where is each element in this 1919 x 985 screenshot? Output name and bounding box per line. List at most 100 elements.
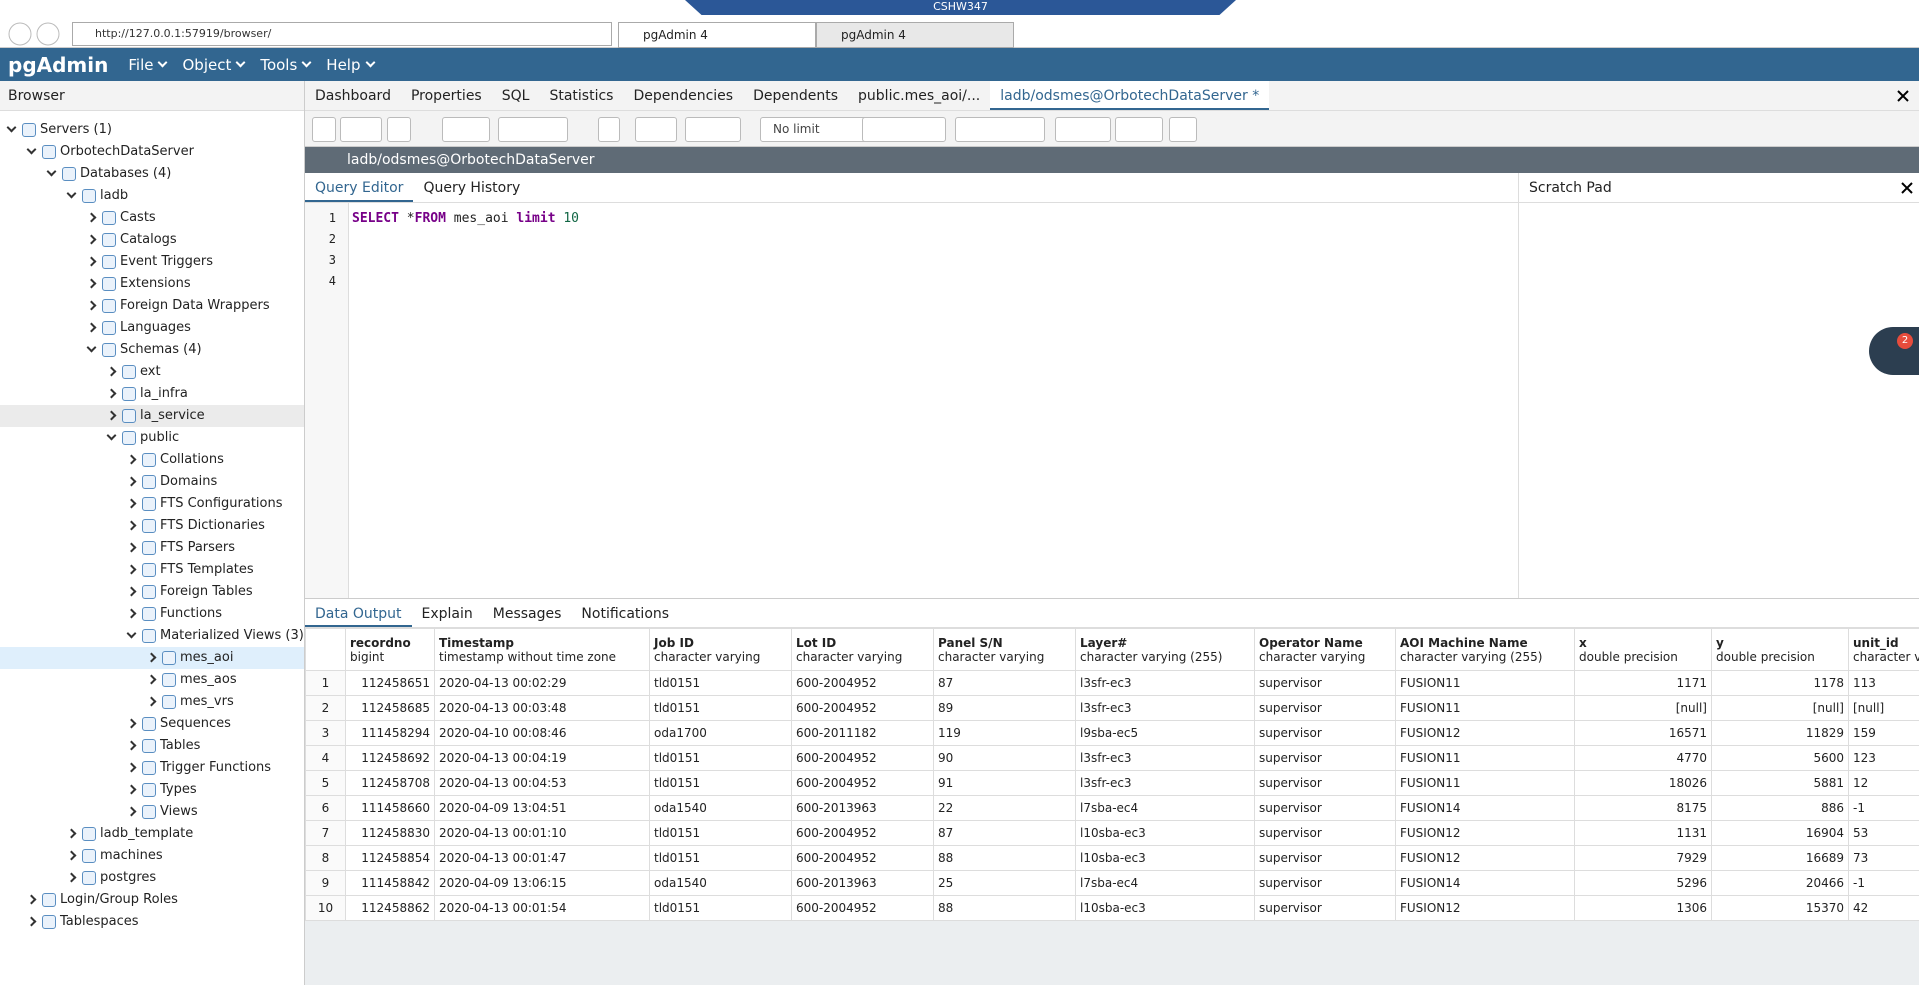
tree-node[interactable]: Types [0,779,304,801]
cell[interactable]: 113 [1848,670,1919,696]
tree-toggle[interactable] [126,454,137,465]
tree-toggle[interactable] [126,542,137,553]
cell[interactable]: [null] [1848,695,1919,721]
cell[interactable]: 16571 [1574,720,1712,746]
output-tab[interactable]: Data Output [305,599,412,627]
cell[interactable]: 600-2004952 [791,670,934,696]
tree-toggle[interactable] [66,850,77,861]
tree-node[interactable]: FTS Dictionaries [0,515,304,537]
panel-tab[interactable]: public.mes_aoi/... [858,88,981,104]
cell[interactable]: 2020-04-13 00:01:10 [434,820,650,846]
menu-item[interactable]: Help [326,56,373,74]
tree-node[interactable]: public [0,427,304,449]
cell[interactable]: tld0151 [649,820,792,846]
cell[interactable]: 112458692 [345,745,435,771]
tree-node[interactable]: Functions [0,603,304,625]
close-button[interactable] [1901,182,1913,194]
tree-toggle[interactable] [106,430,117,441]
cell[interactable]: tld0151 [649,895,792,921]
cell[interactable]: 87 [933,820,1076,846]
browser-tab[interactable]: pgAdmin 4 [618,22,816,48]
tree-node[interactable]: Catalogs [0,229,304,251]
cell[interactable]: 7929 [1574,845,1712,871]
tree-node[interactable]: Foreign Tables [0,581,304,603]
tree-node[interactable]: Sequences [0,713,304,735]
panel-tab[interactable]: Statistics [549,88,614,104]
cell[interactable]: 5881 [1711,770,1849,796]
tree-node[interactable]: FTS Templates [0,559,304,581]
panel-tab[interactable]: Properties [410,88,482,104]
cell[interactable]: supervisor [1254,770,1396,796]
tree-node[interactable]: Schemas (4) [0,339,304,361]
cell[interactable]: l10sba-ec3 [1075,820,1255,846]
cell[interactable]: oda1540 [649,870,792,896]
tree-node[interactable]: Login/Group Roles [0,889,304,911]
column-header[interactable]: AOI Machine Name character varying (255) [1395,628,1575,671]
cell[interactable]: -1 [1848,870,1919,896]
sql-code[interactable]: SELECT *FROM mes_aoi limit 10 [352,211,579,226]
cell[interactable]: FUSION11 [1395,670,1575,696]
cell[interactable]: supervisor [1254,670,1396,696]
cell[interactable]: l7sba-ec4 [1075,870,1255,896]
cell[interactable]: 2020-04-09 13:06:15 [434,870,650,896]
cell[interactable]: 112458708 [345,770,435,796]
cell[interactable]: l9sba-ec5 [1075,720,1255,746]
tree-node[interactable]: Languages [0,317,304,339]
cell[interactable]: [null] [1711,695,1849,721]
tree-toggle[interactable] [126,718,137,729]
cell[interactable]: FUSION14 [1395,795,1575,821]
panel-tab[interactable]: SQL [501,88,530,104]
tree-node[interactable]: Collations [0,449,304,471]
tree-node[interactable]: Domains [0,471,304,493]
tool-button[interactable] [685,117,741,142]
cell[interactable]: l10sba-ec3 [1075,895,1255,921]
menu-item[interactable]: File [128,56,166,74]
panel-tab[interactable]: Dashboard [315,88,391,104]
tree-toggle[interactable] [126,806,137,817]
tree-toggle[interactable] [126,586,137,597]
cell[interactable]: 1178 [1711,670,1849,696]
cell[interactable]: supervisor [1254,820,1396,846]
cell[interactable]: supervisor [1254,870,1396,896]
tree-node[interactable]: Extensions [0,273,304,295]
cell[interactable]: FUSION11 [1395,745,1575,771]
cell[interactable]: 15370 [1711,895,1849,921]
cell[interactable]: l3sfr-ec3 [1075,670,1255,696]
cell[interactable]: tld0151 [649,845,792,871]
tool-button[interactable] [442,117,490,142]
cell[interactable]: 600-2013963 [791,870,934,896]
cell[interactable]: tld0151 [649,745,792,771]
tree-node[interactable]: machines [0,845,304,867]
cell[interactable]: 91 [933,770,1076,796]
column-header[interactable]: Layer# character varying (255) [1075,628,1255,671]
tree-node[interactable]: FTS Parsers [0,537,304,559]
tree-node[interactable]: ext [0,361,304,383]
cell[interactable]: 53 [1848,820,1919,846]
tree-node[interactable]: postgres [0,867,304,889]
output-tab[interactable]: Explain [421,606,473,622]
tool-button[interactable] [340,117,382,142]
cell[interactable]: 600-2011182 [791,720,934,746]
tree-toggle[interactable] [86,234,97,245]
tree-toggle[interactable] [66,188,77,199]
browser-tab[interactable]: pgAdmin 4 [816,22,1014,48]
tree-toggle[interactable] [126,498,137,509]
cell[interactable]: 112458862 [345,895,435,921]
cell[interactable]: oda1540 [649,795,792,821]
tree-node[interactable]: Tables [0,735,304,757]
cell[interactable]: 886 [1711,795,1849,821]
cell[interactable]: 159 [1848,720,1919,746]
column-header[interactable]: Job ID character varying [649,628,792,671]
cell[interactable]: 600-2004952 [791,745,934,771]
tree-node[interactable]: Tablespaces [0,911,304,933]
cell[interactable]: FUSION12 [1395,720,1575,746]
cell[interactable]: 87 [933,670,1076,696]
cell[interactable]: 2020-04-09 13:04:51 [434,795,650,821]
cell[interactable]: 600-2004952 [791,895,934,921]
tree-node[interactable]: ladb [0,185,304,207]
cell[interactable]: 600-2004952 [791,820,934,846]
tree-toggle[interactable] [126,564,137,575]
cell[interactable]: 42 [1848,895,1919,921]
tool-button[interactable] [498,117,568,142]
